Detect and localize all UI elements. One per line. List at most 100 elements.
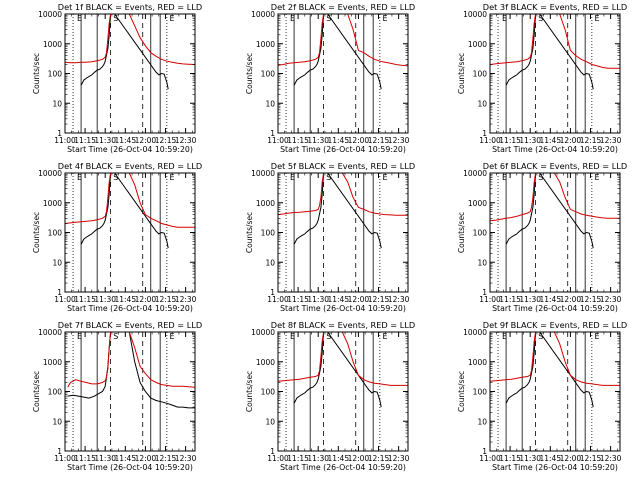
flag-letter: S	[538, 332, 543, 341]
chart-panel-8: Det 8f BLACK = Events, RED = LLD E S E 1 10 10…	[245, 320, 415, 472]
series-line-events	[293, 14, 382, 90]
y-tick-label: 10	[477, 99, 487, 108]
x-tick-label: 11:30	[94, 295, 116, 304]
y-axis-label: Counts/sec	[32, 371, 41, 412]
x-tick-label: 12:15	[580, 454, 602, 463]
flag-letter: E	[77, 14, 82, 23]
series-line-lld	[67, 332, 195, 388]
x-tick-label: 12:15	[368, 295, 390, 304]
x-tick-label: 12:15	[155, 295, 177, 304]
x-tick-label: 11:30	[307, 295, 329, 304]
y-tick-label: 10000	[463, 169, 487, 178]
y-tick-label: 1	[270, 447, 275, 456]
series-line-lld	[278, 173, 408, 216]
y-tick-label: 100	[473, 70, 488, 79]
series-line-events	[80, 173, 169, 249]
y-tick-label: 10	[52, 258, 62, 267]
x-tick-label: 12:30	[388, 454, 410, 463]
y-tick-label: 1	[270, 288, 275, 297]
flag-letter: E	[290, 332, 295, 341]
x-axis-label: Start Time (26-Oct-04 10:59:20)	[280, 463, 406, 472]
y-tick-label: 1	[57, 129, 62, 138]
flag-letter: S	[538, 173, 543, 182]
x-axis-label: Start Time (26-Oct-04 10:59:20)	[492, 145, 618, 154]
x-tick-label: 11:45	[114, 295, 136, 304]
plot-frame	[489, 13, 621, 134]
chart-panel-1: Det 1f BLACK = Events, RED = LLD E S E 1 10 10…	[32, 2, 202, 154]
x-tick-label: 12:30	[175, 454, 197, 463]
x-tick-label: 12:30	[388, 295, 410, 304]
x-tick-label: 11:00	[479, 454, 501, 463]
chart-title: Det 5f BLACK = Events, RED = LLD	[271, 161, 415, 171]
x-tick-label: 11:30	[519, 454, 541, 463]
series-line-events	[293, 173, 382, 249]
y-tick-label: 10	[477, 417, 487, 426]
flag-letter: E	[170, 332, 175, 341]
x-tick-label: 12:15	[580, 295, 602, 304]
y-tick-label: 1000	[256, 358, 275, 367]
x-tick-label: 11:00	[54, 454, 76, 463]
chart-title: Det 2f BLACK = Events, RED = LLD	[271, 2, 415, 12]
y-axis-label: Counts/sec	[245, 212, 254, 253]
y-tick-label: 10	[265, 258, 275, 267]
y-tick-label: 1000	[43, 358, 62, 367]
x-tick-label: 11:15	[74, 454, 96, 463]
y-tick-label: 10	[52, 99, 62, 108]
y-tick-label: 1000	[468, 199, 487, 208]
x-tick-label: 11:00	[54, 136, 76, 145]
x-tick-label: 12:15	[368, 454, 390, 463]
plot-frame	[277, 331, 409, 452]
plot-frame	[64, 13, 196, 134]
y-tick-label: 10	[265, 99, 275, 108]
x-tick-label: 11:45	[539, 454, 561, 463]
x-tick-label: 12:00	[560, 295, 582, 304]
y-axis-label: Counts/sec	[245, 53, 254, 94]
x-tick-label: 11:30	[94, 136, 116, 145]
plot-frame	[277, 13, 409, 134]
x-tick-label: 11:45	[327, 454, 349, 463]
x-tick-label: 12:00	[560, 454, 582, 463]
y-tick-label: 100	[48, 229, 63, 238]
y-tick-label: 100	[48, 70, 63, 79]
chart-panel-3: Det 3f BLACK = Events, RED = LLD E S E 1 10 10…	[457, 2, 627, 154]
x-tick-label: 11:15	[499, 295, 521, 304]
x-tick-label: 12:00	[560, 136, 582, 145]
y-tick-label: 10000	[463, 328, 487, 337]
flag-letter: E	[290, 14, 295, 23]
flag-letter: S	[538, 14, 543, 23]
x-tick-label: 12:30	[175, 295, 197, 304]
y-tick-label: 100	[261, 388, 276, 397]
flag-letter: E	[502, 14, 507, 23]
chart-panel-2: Det 2f BLACK = Events, RED = LLD E S E 1 10 10…	[245, 2, 415, 154]
y-tick-label: 10000	[463, 10, 487, 19]
y-tick-label: 10000	[38, 169, 62, 178]
y-axis-label: Counts/sec	[245, 371, 254, 412]
y-tick-label: 10	[477, 258, 487, 267]
x-tick-label: 11:15	[287, 295, 309, 304]
x-tick-label: 11:45	[327, 295, 349, 304]
flag-letter: E	[383, 173, 388, 182]
x-tick-label: 12:15	[155, 454, 177, 463]
y-tick-label: 1000	[256, 199, 275, 208]
flag-letter: E	[595, 14, 600, 23]
y-tick-label: 1	[57, 447, 62, 456]
series-line-lld	[490, 14, 620, 69]
x-tick-label: 11:00	[54, 295, 76, 304]
y-axis-label: Counts/sec	[32, 53, 41, 94]
x-axis-label: Start Time (26-Oct-04 10:59:20)	[67, 145, 193, 154]
flag-letter: S	[326, 173, 331, 182]
flag-letter: E	[77, 332, 82, 341]
series-line-events	[80, 14, 169, 90]
x-tick-label: 12:15	[368, 136, 390, 145]
x-tick-label: 12:30	[600, 454, 622, 463]
x-tick-label: 11:45	[539, 136, 561, 145]
flag-letter: S	[326, 332, 331, 341]
y-tick-label: 100	[261, 229, 276, 238]
x-tick-label: 11:30	[94, 454, 116, 463]
flag-letter: S	[326, 14, 331, 23]
plot-frame	[489, 172, 621, 293]
flag-letter: S	[113, 173, 118, 182]
x-tick-label: 12:30	[175, 136, 197, 145]
x-axis-label: Start Time (26-Oct-04 10:59:20)	[67, 304, 193, 313]
